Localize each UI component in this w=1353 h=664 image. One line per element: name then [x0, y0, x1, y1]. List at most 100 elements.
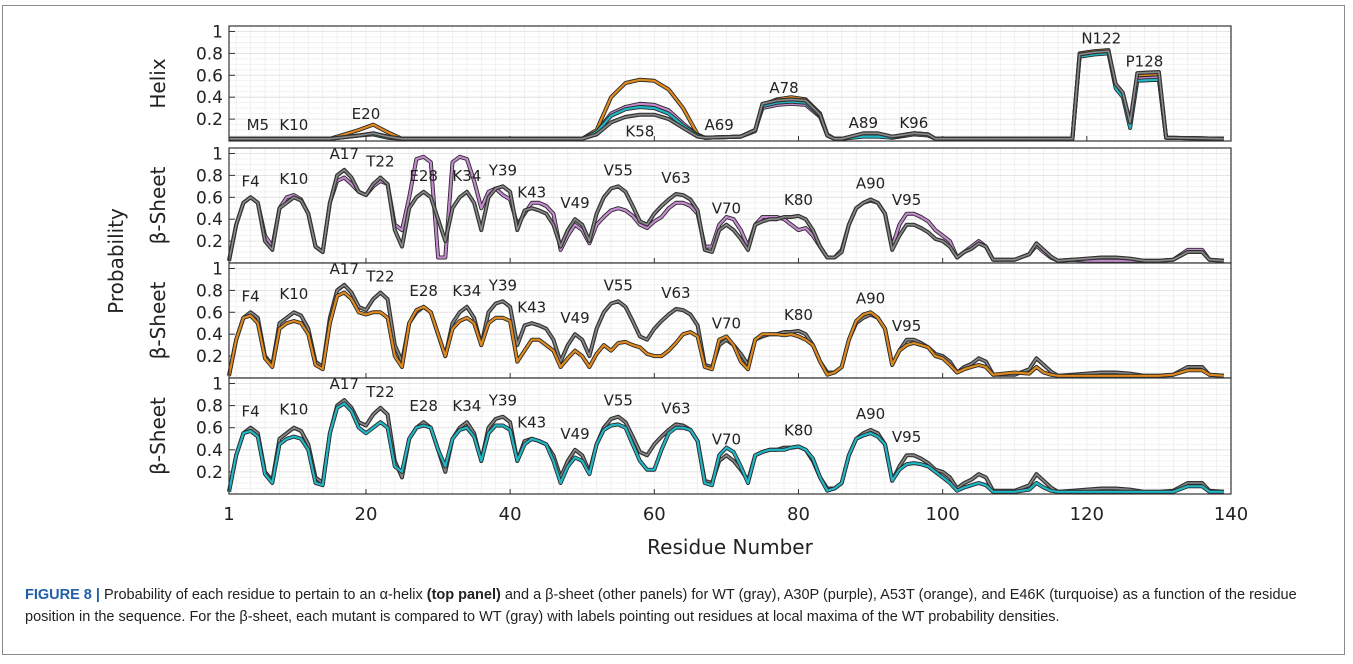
residue-label: V49 [560, 425, 589, 443]
residue-label: A17 [330, 375, 359, 393]
residue-label: V63 [661, 169, 690, 187]
residue-label: K96 [899, 114, 928, 132]
caption-label: FIGURE 8 | [25, 587, 100, 603]
residue-label: K80 [784, 421, 813, 439]
residue-label: K43 [517, 298, 546, 316]
y-tick-label: 0.4 [196, 88, 223, 108]
residue-label: M5 [247, 116, 270, 134]
caption-text-2: and a β-sheet (other panels) for WT (gra… [25, 587, 1297, 625]
residue-label: V70 [712, 315, 741, 333]
residue-label: V63 [661, 399, 690, 417]
residue-label: V70 [712, 430, 741, 448]
residue-label: A17 [330, 145, 359, 163]
residue-label: V55 [604, 276, 633, 294]
x-tick-label: 20 [355, 504, 378, 525]
residue-label: Y39 [488, 161, 517, 179]
x-tick-label: 60 [643, 504, 666, 525]
y-tick-label: 0.8 [196, 166, 223, 186]
y-tick-label: 0.2 [196, 463, 223, 483]
residue-label: V49 [560, 194, 589, 212]
panel-4-frame [228, 377, 1232, 495]
residue-label: A89 [849, 114, 878, 132]
residue-label: K58 [625, 123, 654, 141]
residue-label: K10 [279, 285, 308, 303]
x-tick-label: 100 [925, 504, 959, 525]
panel-1-frame [228, 25, 1232, 142]
residue-label: A17 [330, 260, 359, 278]
x-tick-label: 80 [787, 504, 810, 525]
residue-label: E20 [352, 105, 381, 123]
y-tick-label: 0.4 [196, 441, 223, 461]
residue-label: E28 [409, 167, 438, 185]
series-wt-line [228, 284, 1224, 377]
figure-caption: FIGURE 8 | Probability of each residue t… [25, 584, 1325, 628]
y-tick-label: 0.8 [196, 44, 223, 64]
residue-label: V70 [712, 200, 741, 218]
residue-label: K10 [279, 170, 308, 188]
residue-label: F4 [242, 403, 260, 421]
residue-label: E28 [409, 397, 438, 415]
y-tick-label: 0.6 [196, 419, 223, 439]
residue-label: E28 [409, 282, 438, 300]
y-tick-label: 1 [212, 22, 223, 42]
residue-label: K10 [279, 116, 308, 134]
residue-label: A69 [705, 116, 734, 134]
x-tick-label: 40 [499, 504, 522, 525]
y-tick-label: 0.6 [196, 66, 223, 86]
residue-label: V63 [661, 284, 690, 302]
residue-label: F4 [242, 287, 260, 305]
y-tick-label: 0.8 [196, 281, 223, 301]
panel-1-background [229, 26, 1231, 141]
residue-label: F4 [242, 172, 260, 190]
residue-label: Y39 [488, 392, 517, 410]
y-tick-label: 0.6 [196, 303, 223, 323]
y-tick-label: 0.4 [196, 325, 223, 345]
x-tick-label: 140 [1214, 504, 1248, 525]
residue-label: A90 [856, 405, 885, 423]
residue-label: P128 [1126, 53, 1164, 71]
panel-4-background [229, 378, 1231, 494]
residue-label: K34 [452, 282, 481, 300]
residue-label: K80 [784, 191, 813, 209]
x-tick-label: 120 [1070, 504, 1104, 525]
residue-label: T22 [365, 153, 394, 171]
residue-label: V95 [892, 191, 921, 209]
y-tick-label: 0.2 [196, 347, 223, 367]
panel-2-background [229, 148, 1231, 263]
y-tick-label: 0.2 [196, 110, 223, 130]
x-axis-title: Residue Number [647, 535, 813, 559]
residue-label: V55 [604, 392, 633, 410]
caption-bold: (top panel) [426, 587, 501, 603]
panel-2-ylabel: β-Sheet [146, 166, 170, 244]
y-tick-label: 0.4 [196, 210, 223, 230]
figure-frame: 0.2 0.4 0.6 0.8 1 M5 K10 E20 K58 A69 A78 A89 K96 N122… [2, 5, 1345, 655]
panel-4-ylabel: β-Sheet [146, 397, 170, 475]
residue-label: K34 [452, 167, 481, 185]
panel-1-ylabel: Helix [146, 58, 170, 108]
residue-label: K43 [517, 183, 546, 201]
residue-label: T22 [365, 383, 394, 401]
y-tick-label: 1 [212, 144, 223, 164]
residue-label: V95 [892, 428, 921, 446]
y-tick-label: 0.8 [196, 397, 223, 417]
residue-label: K43 [517, 414, 546, 432]
caption-text-1: Probability of each residue to pertain t… [99, 587, 427, 603]
y-tick-label: 1 [212, 375, 223, 395]
residue-label: A90 [856, 290, 885, 308]
residue-label: V55 [604, 161, 633, 179]
residue-label: V49 [560, 309, 589, 327]
series-wt-line [228, 399, 1224, 493]
residue-label: V95 [892, 317, 921, 335]
residue-label: A78 [769, 79, 798, 97]
y-tick-label: 1 [212, 259, 223, 279]
series-wt-line [228, 169, 1224, 262]
residue-label: N122 [1081, 30, 1121, 48]
series-wt-line [229, 50, 1224, 140]
residue-label: A90 [856, 175, 885, 193]
series-e46k-line [227, 402, 1224, 493]
x-tick-label: 1 [223, 504, 234, 525]
y-tick-label: 0.2 [196, 232, 223, 252]
residue-label: K80 [784, 306, 813, 324]
residue-label: Y39 [488, 276, 517, 294]
